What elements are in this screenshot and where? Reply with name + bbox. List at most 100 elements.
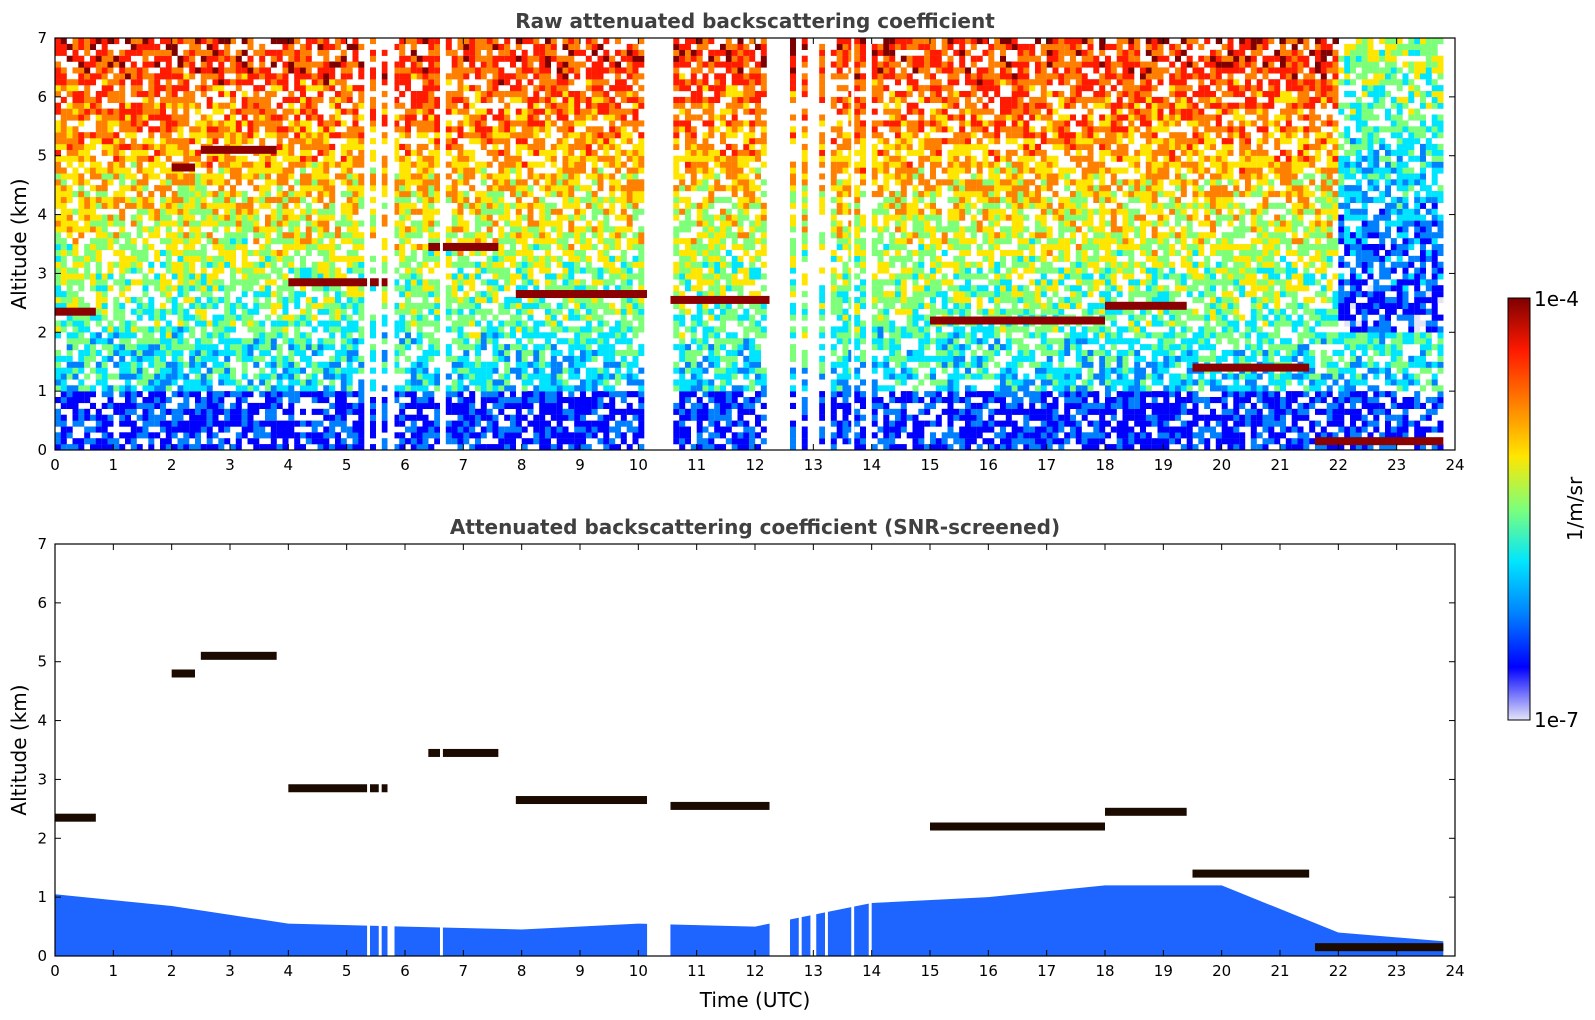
- panel1-x-ticks: 0 1 2 3 4 5 6 7 8 9 10 11 12 13 14 15 16 17 18 19 20 21 22 23 24: [50, 38, 1465, 474]
- colorbar: 1e-4 1e-7 1/m/sr: [1507, 287, 1587, 732]
- panel1-x-tick-label: 3: [225, 456, 235, 474]
- panel1-data-gap: [825, 38, 828, 450]
- panel1-cloud-layer: [515, 290, 648, 299]
- panel1-plot-area: [55, 38, 1444, 450]
- panel1-x-tick-label: 10: [629, 456, 648, 474]
- panel2-cloud-layer: [515, 796, 648, 805]
- panel1-data-gap: [367, 38, 370, 450]
- panel2-x-tick-label: 23: [1387, 962, 1406, 980]
- panel2-data-gap: [825, 544, 828, 956]
- panel2-x-tick-label: 6: [400, 962, 410, 980]
- panel1-y-tick-label: 7: [37, 29, 47, 47]
- x-axis-label: Time (UTC): [699, 988, 811, 1012]
- panel2-x-tick-label: 3: [225, 962, 235, 980]
- panel2-y-tick-label: 4: [37, 712, 47, 730]
- panel2-cloud-layer: [55, 813, 96, 822]
- panel1-y-tick-label: 0: [37, 441, 47, 459]
- panel1-cloud-layer: [930, 316, 1105, 325]
- panel1-data-gap: [647, 38, 671, 450]
- panel1-x-tick-label: 20: [1212, 456, 1231, 474]
- colorbar-max-label: 1e-4: [1534, 287, 1579, 311]
- panel2-cloud-layer: [428, 748, 499, 757]
- panel1-cloud-layer: [428, 242, 499, 251]
- panel1-data-gap: [769, 38, 790, 450]
- panel1-title: Raw attenuated backscattering coefficien…: [515, 9, 995, 33]
- panel1-x-tick-label: 14: [862, 456, 881, 474]
- panel1-x-tick-label: 1: [109, 456, 119, 474]
- panel1-x-tick-label: 22: [1329, 456, 1348, 474]
- panel2-x-tick-label: 13: [804, 962, 823, 980]
- snr-screened-panel: Attenuated backscattering coefficient (S…: [7, 515, 1465, 1012]
- panel2-data-gap: [440, 544, 443, 956]
- panel1-y-axis-label: Altitude (km): [7, 178, 31, 309]
- panel1-x-tick-label: 19: [1154, 456, 1173, 474]
- panel1-data-gap: [387, 38, 395, 450]
- panel1-x-tick-label: 11: [687, 456, 706, 474]
- panel1-cloud-layer: [55, 307, 96, 316]
- panel1-x-tick-label: 17: [1037, 456, 1056, 474]
- panel2-x-tick-label: 2: [167, 962, 177, 980]
- panel1-data-gap: [378, 38, 382, 450]
- panel2-data-gap: [810, 544, 817, 956]
- panel2-cloud-layer: [1192, 869, 1310, 878]
- panel1-data-gap: [868, 38, 872, 450]
- panel2-x-tick-label: 7: [459, 962, 469, 980]
- panel1-data-gap: [810, 38, 817, 450]
- panel2-y-tick-label: 3: [37, 770, 47, 788]
- panel2-frame: [54, 543, 1456, 957]
- panel1-data-gap: [798, 38, 802, 450]
- panel2-data-gap: [798, 544, 802, 956]
- panel2-boundary-layer: [55, 885, 1444, 956]
- panel1-cloud-layer: [171, 163, 195, 172]
- panel2-y-tick-label: 1: [37, 888, 47, 906]
- panel1-y-tick-label: 3: [37, 264, 47, 282]
- panel2-x-tick-label: 15: [920, 962, 939, 980]
- panel2-cloud-layer: [288, 784, 394, 793]
- panel1-x-tick-label: 18: [1095, 456, 1114, 474]
- panel2-x-tick-label: 19: [1154, 962, 1173, 980]
- panel1-y-tick-label: 5: [37, 147, 47, 165]
- panel2-y-tick-label: 5: [37, 653, 47, 671]
- panel1-cloud-layer: [1105, 301, 1187, 310]
- panel2-data-gap: [387, 544, 395, 956]
- panel1-y-tick-label: 2: [37, 323, 47, 341]
- panel1-x-tick-label: 23: [1387, 456, 1406, 474]
- panel2-y-ticks: 0 1 2 3 4 5 6 7: [37, 535, 1455, 965]
- panel2-x-tick-label: 11: [687, 962, 706, 980]
- panel1-cloud-layer: [200, 145, 277, 154]
- panel1-x-tick-label: 7: [459, 456, 469, 474]
- panel1-x-tick-label: 4: [284, 456, 294, 474]
- panel2-x-tick-label: 5: [342, 962, 352, 980]
- panel2-x-ticks: 0 1 2 3 4 5 6 7 8 9 10 11 12 13 14 15 16 17 18 19 20 21 22 23 24: [50, 544, 1465, 980]
- panel2-y-tick-label: 2: [37, 829, 47, 847]
- panel1-x-tick-label: 24: [1445, 456, 1464, 474]
- panel2-x-tick-label: 24: [1445, 962, 1464, 980]
- panel1-x-tick-label: 6: [400, 456, 410, 474]
- panel2-title: Attenuated backscattering coefficient (S…: [450, 515, 1060, 539]
- colorbar-min-label: 1e-7: [1534, 708, 1579, 732]
- panel1-y-ticks: 0 1 2 3 4 5 6 7: [37, 29, 1455, 459]
- panel2-x-tick-label: 17: [1037, 962, 1056, 980]
- panel2-data-gap: [769, 544, 790, 956]
- panel1-x-tick-label: 9: [575, 456, 585, 474]
- panel1-x-tick-label: 2: [167, 456, 177, 474]
- panel1-x-tick-label: 0: [50, 456, 60, 474]
- panel1-cloud-layer: [1192, 363, 1310, 372]
- panel2-x-tick-label: 14: [862, 962, 881, 980]
- panel2-plot-area: [55, 544, 1444, 956]
- panel2-cloud-layer: [200, 651, 277, 660]
- panel2-x-tick-label: 16: [979, 962, 998, 980]
- panel2-x-tick-label: 4: [284, 962, 294, 980]
- panel2-y-axis-label: Altitude (km): [7, 684, 31, 815]
- panel1-data-gap: [851, 38, 855, 450]
- colorbar-gradient: [1507, 297, 1531, 721]
- panel2-cloud-layer: [1105, 807, 1187, 816]
- panel2-data-gap: [647, 544, 671, 956]
- panel2-data-gap: [868, 544, 872, 956]
- panel2-cloud-layer: [930, 822, 1105, 831]
- panel1-y-tick-label: 4: [37, 206, 47, 224]
- panel1-x-tick-label: 16: [979, 456, 998, 474]
- panel2-x-tick-label: 21: [1270, 962, 1289, 980]
- panel2-x-tick-label: 20: [1212, 962, 1231, 980]
